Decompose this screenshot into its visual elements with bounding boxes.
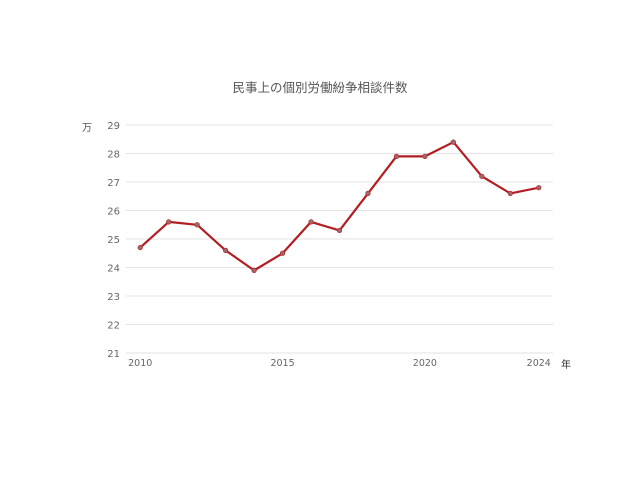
data-point[interactable]: [536, 185, 542, 191]
data-point[interactable]: [251, 267, 257, 273]
data-point[interactable]: [137, 244, 143, 251]
x-tick-label: 2015: [270, 358, 294, 369]
data-point[interactable]: [365, 190, 371, 196]
chart-title: 民事上の個別労働紛争相談件数: [232, 80, 408, 95]
x-tick-label: 2020: [413, 358, 437, 369]
data-point[interactable]: [479, 173, 485, 179]
series-line: [139, 141, 540, 272]
data-point[interactable]: [279, 250, 286, 256]
y-axis-unit-label: 万: [82, 123, 92, 134]
y-tick-label: 25: [107, 235, 120, 246]
y-tick-label: 28: [107, 150, 120, 161]
y-tick-label: 27: [107, 178, 120, 189]
x-tick-label: 2024: [527, 358, 551, 369]
data-point[interactable]: [422, 153, 428, 159]
series-layer: [137, 139, 542, 273]
data-point[interactable]: [308, 219, 314, 225]
x-tick-label: 2010: [128, 358, 152, 369]
y-tick-label: 23: [107, 292, 120, 303]
data-point[interactable]: [223, 247, 229, 253]
data-point[interactable]: [507, 190, 513, 196]
x-axis-ticks: 2010 2015 2020 2024: [128, 358, 551, 369]
y-tick-label: 24: [107, 264, 120, 275]
grid-lines: [126, 124, 553, 354]
y-tick-label: 29: [107, 121, 120, 132]
data-point[interactable]: [393, 153, 400, 159]
data-point[interactable]: [194, 222, 200, 228]
y-tick-label: 26: [107, 207, 120, 218]
data-point[interactable]: [336, 227, 343, 234]
data-point[interactable]: [166, 219, 172, 225]
y-axis-ticks: 21 22 23 24 25 26 27 28 29: [107, 121, 120, 360]
x-axis-unit-label: 年: [561, 360, 571, 371]
data-point[interactable]: [450, 139, 456, 145]
y-tick-label: 21: [107, 349, 120, 360]
y-tick-label: 22: [107, 321, 120, 332]
